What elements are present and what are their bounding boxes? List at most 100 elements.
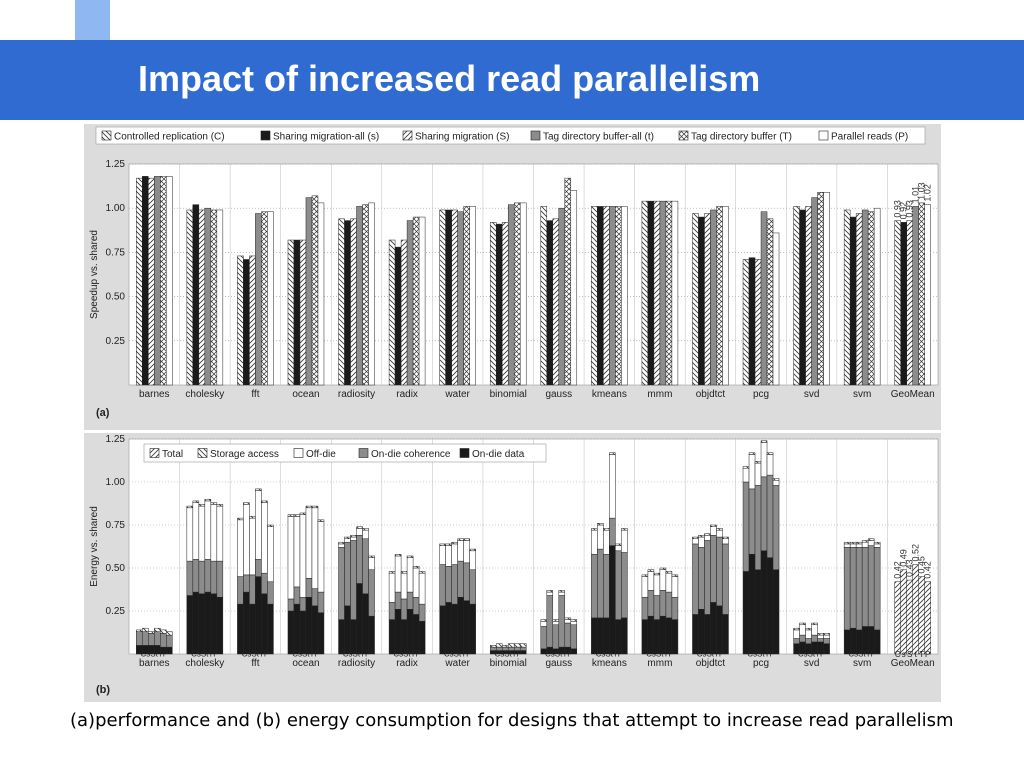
bar-energy-segment [261,572,268,595]
bar-energy-segment [647,569,655,572]
bar-energy-segment [817,634,824,639]
bar-energy-segment [255,490,262,560]
bar-labels-b: CsStTP [494,650,522,659]
bar-energy-segment [243,574,250,593]
bar-speedup [394,246,402,386]
bar-labels-b: CsStTP [596,650,624,659]
x-tick-label-b: binomial [490,658,527,669]
bar-energy-segment [204,591,212,655]
bar-speedup [519,202,527,386]
bar-energy-segment [772,485,780,570]
bar-energy-segment [406,591,414,610]
bar-energy-segment [722,536,729,540]
bar-labels-b: CsStTP [798,650,826,659]
x-tick-label-b: GeoMean [891,658,935,669]
bar-speedup [873,207,881,386]
bar-energy-segment [293,514,301,517]
legend-swatch-a [260,130,271,141]
bar-energy-segment [641,576,649,598]
bar-energy-segment [287,516,295,600]
bar-energy-segment [710,524,717,527]
bar-energy-segment [368,555,375,558]
bar-speedup [406,220,414,386]
bar-energy-segment [603,528,610,531]
bar-energy-segment [210,504,218,562]
bar-energy-segment [469,569,476,605]
bar-energy-segment [299,596,307,612]
bar-energy-segment [609,454,616,519]
bar-energy-segment [186,560,194,596]
x-tick-label-b: kmeans [592,658,627,669]
bar-energy-segment [204,559,212,593]
bar-energy-segment [154,631,161,646]
bar-speedup [513,202,521,386]
bar-energy-segment [160,633,167,648]
bar-energy-segment [368,569,375,617]
bar-energy-segment [805,629,812,639]
bar-energy-segment [760,476,768,552]
bar-speedup [148,177,155,386]
legend-label-a: Tag directory buffer (T) [691,132,792,143]
bar-energy-segment [698,609,705,655]
bar-energy-segment [186,505,194,509]
bar-energy-segment [597,548,604,619]
y-tick-label-a: 0.50 [106,292,126,303]
bar-energy-segment [855,543,863,548]
bar-energy-segment [609,517,616,546]
bar-energy-segment [469,603,476,655]
bar-speedup [621,206,628,386]
bar-energy-segment [457,540,464,562]
bar-energy-segment [552,624,560,650]
bar-energy-segment [356,583,363,655]
bar-speedup [198,209,206,386]
bar-speedup [894,220,901,386]
bar-energy-segment [154,627,161,632]
x-tick-label-b: mmm [647,658,672,669]
bar-energy-segment [609,452,616,455]
bar-speedup [603,206,610,386]
bar-speedup [463,206,470,386]
x-tick-label-b: gauss [545,658,572,669]
bar-energy-segment [400,598,408,620]
legend-swatch-a [530,130,541,141]
bar-energy-segment [311,588,319,607]
bar-energy-segment [692,538,699,545]
bar-energy-segment [647,571,655,591]
geomean-annotation-a: 1.01 [911,186,921,204]
bar-energy-segment [772,569,780,655]
bar-energy-segment [704,614,711,655]
bar-speedup [445,209,452,386]
bar-energy-segment [754,485,762,570]
legend-swatch-b [149,448,160,458]
bar-energy-segment [237,603,244,655]
bar-energy-segment [305,505,313,509]
bar-energy-segment [867,538,875,541]
bar-energy-segment [552,621,560,626]
bar-energy-segment [261,500,268,503]
bar-energy-segment [861,540,869,543]
bar-energy-segment [748,452,756,455]
bar-energy-segment [305,596,313,655]
bar-energy-segment [406,555,414,558]
bar-energy-segment [799,622,806,626]
bar-energy-segment [362,528,369,531]
bar-speedup [760,211,768,386]
bar-speedup [615,206,622,386]
y-tick-label-b: 1.25 [106,434,126,445]
legend-label-a: Parallel reads (P) [831,132,908,143]
bar-energy-segment [716,528,723,531]
x-tick-label-a: cholesky [185,389,224,400]
bar-energy-segment [849,541,857,545]
bar-energy-segment [418,572,426,605]
bar-energy-segment [198,504,206,507]
geomean-annotation-b: 0.52 [911,544,921,562]
bar-energy-segment [591,553,598,619]
bar-energy-segment [344,536,351,540]
bar-speedup [742,259,750,386]
bar-speedup [855,213,863,386]
bar-label-b: t [915,650,918,659]
bar-speedup [136,177,143,386]
bar-energy-segment [388,602,396,620]
bar-speedup [692,213,699,386]
bar-energy-segment [412,567,420,598]
